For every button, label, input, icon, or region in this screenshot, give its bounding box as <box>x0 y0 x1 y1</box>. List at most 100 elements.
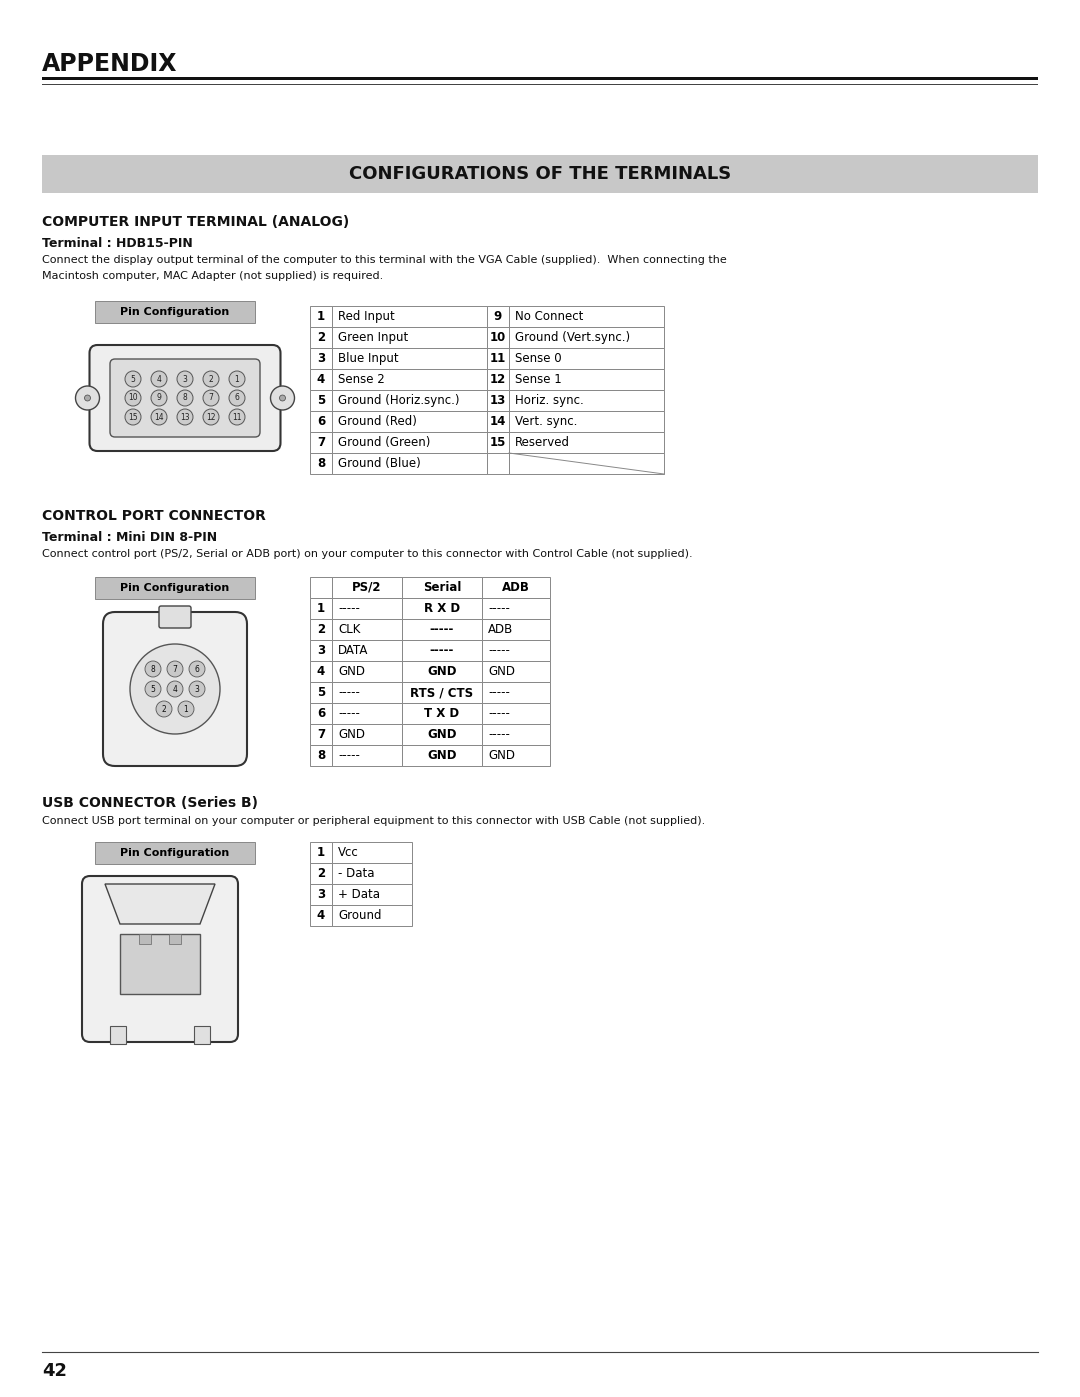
Bar <box>310 369 332 390</box>
Circle shape <box>151 409 167 425</box>
Text: -----: ----- <box>488 686 510 698</box>
Circle shape <box>203 372 219 387</box>
Text: - Data: - Data <box>338 868 375 880</box>
Bar <box>310 411 332 432</box>
Bar <box>487 432 509 453</box>
Text: 10: 10 <box>490 331 507 344</box>
Text: Ground (Red): Ground (Red) <box>338 415 417 427</box>
Text: 14: 14 <box>154 412 164 422</box>
Bar <box>168 935 181 944</box>
Text: GND: GND <box>488 665 515 678</box>
Text: Sense 1: Sense 1 <box>515 373 562 386</box>
Text: Pin Configuration: Pin Configuration <box>120 848 230 858</box>
Bar <box>482 745 550 766</box>
Bar <box>310 661 332 682</box>
Text: 3: 3 <box>316 352 325 365</box>
Text: 5: 5 <box>316 686 325 698</box>
Text: 15: 15 <box>129 412 138 422</box>
Text: GND: GND <box>428 749 457 761</box>
Bar <box>310 640 332 661</box>
Text: USB CONNECTOR (Series B): USB CONNECTOR (Series B) <box>42 796 258 810</box>
Bar <box>95 842 255 863</box>
Text: Pin Configuration: Pin Configuration <box>120 583 230 592</box>
Circle shape <box>203 409 219 425</box>
Bar <box>402 577 482 598</box>
Text: 1: 1 <box>316 602 325 615</box>
Text: -----: ----- <box>488 707 510 719</box>
Circle shape <box>189 680 205 697</box>
Text: 5: 5 <box>316 394 325 407</box>
Text: Red Input: Red Input <box>338 310 395 323</box>
Text: GND: GND <box>338 665 365 678</box>
Bar <box>120 935 200 995</box>
Text: GND: GND <box>428 665 457 678</box>
Bar <box>332 348 487 369</box>
Text: Sense 0: Sense 0 <box>515 352 562 365</box>
Text: Horiz. sync.: Horiz. sync. <box>515 394 584 407</box>
Text: PS/2: PS/2 <box>352 581 381 594</box>
Text: Green Input: Green Input <box>338 331 408 344</box>
Text: -----: ----- <box>488 728 510 740</box>
Text: 12: 12 <box>490 373 507 386</box>
Text: Reserved: Reserved <box>515 436 570 448</box>
Text: APPENDIX: APPENDIX <box>42 52 177 75</box>
Bar <box>487 390 509 411</box>
Bar <box>402 598 482 619</box>
Text: Ground: Ground <box>338 909 381 922</box>
Bar <box>487 369 509 390</box>
Circle shape <box>76 386 99 409</box>
Text: 13: 13 <box>180 412 190 422</box>
Bar <box>332 306 487 327</box>
Text: 4: 4 <box>316 373 325 386</box>
Text: Terminal : HDB15-PIN: Terminal : HDB15-PIN <box>42 237 192 250</box>
Text: -----: ----- <box>338 749 360 761</box>
Text: CLK: CLK <box>338 623 361 636</box>
Text: RTS / CTS: RTS / CTS <box>410 686 473 698</box>
Bar <box>482 661 550 682</box>
Text: -----: ----- <box>430 623 455 636</box>
Text: 3: 3 <box>316 644 325 657</box>
Bar <box>482 619 550 640</box>
Text: 6: 6 <box>194 665 200 673</box>
Text: 1: 1 <box>316 310 325 323</box>
Bar <box>42 155 1038 193</box>
Text: 2: 2 <box>316 623 325 636</box>
Bar <box>487 327 509 348</box>
Circle shape <box>151 390 167 407</box>
Circle shape <box>177 372 193 387</box>
Bar <box>310 327 332 348</box>
Bar <box>402 724 482 745</box>
Bar <box>487 306 509 327</box>
Bar <box>402 682 482 703</box>
Text: GND: GND <box>428 728 457 740</box>
Bar <box>509 390 664 411</box>
Circle shape <box>145 680 161 697</box>
Text: 5: 5 <box>150 685 156 693</box>
Bar <box>310 724 332 745</box>
Bar <box>332 577 402 598</box>
Circle shape <box>178 701 194 717</box>
Bar <box>482 724 550 745</box>
Bar <box>332 863 411 884</box>
Text: 1: 1 <box>234 374 240 384</box>
Bar <box>332 432 487 453</box>
Bar <box>402 703 482 724</box>
Text: Ground (Vert.sync.): Ground (Vert.sync.) <box>515 331 630 344</box>
Circle shape <box>145 661 161 678</box>
Bar <box>487 453 509 474</box>
Bar <box>332 369 487 390</box>
Text: 5: 5 <box>131 374 135 384</box>
Text: 15: 15 <box>490 436 507 448</box>
Bar <box>482 598 550 619</box>
Text: Ground (Horiz.sync.): Ground (Horiz.sync.) <box>338 394 459 407</box>
Bar <box>487 348 509 369</box>
Bar <box>310 453 332 474</box>
Text: Connect control port (PS/2, Serial or ADB port) on your computer to this connect: Connect control port (PS/2, Serial or AD… <box>42 549 692 559</box>
Circle shape <box>177 409 193 425</box>
Bar <box>509 411 664 432</box>
Text: 8: 8 <box>183 394 187 402</box>
Bar <box>332 661 402 682</box>
Bar <box>402 640 482 661</box>
Circle shape <box>229 390 245 407</box>
Bar <box>332 724 402 745</box>
